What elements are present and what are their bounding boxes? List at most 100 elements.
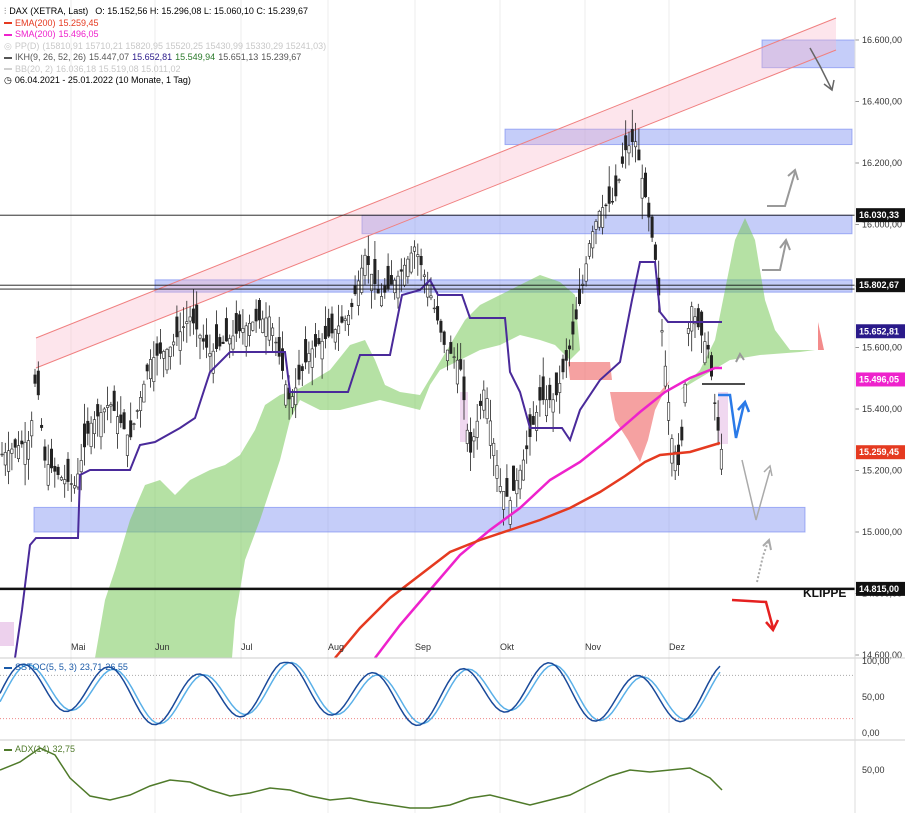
- candle-down: [439, 320, 443, 333]
- candle-down: [323, 325, 327, 340]
- candle-down: [313, 334, 317, 347]
- candle-down: [175, 316, 179, 338]
- adx-legend-row: ADX(14) 32,75: [4, 744, 75, 756]
- price-tags: 16.030,33 15.802,67 15.652,81 15.496,05 15.2…: [856, 208, 905, 596]
- candle-up: [703, 341, 707, 364]
- cloud-bull-future: [680, 218, 815, 390]
- candle-down: [469, 432, 473, 453]
- candle-down: [158, 342, 162, 354]
- candle-up: [248, 322, 252, 336]
- candle-down: [700, 311, 704, 336]
- pp-label: PP(D): [14, 40, 40, 51]
- candle-up: [185, 321, 189, 325]
- klippe-label: KLIPPE: [803, 586, 846, 600]
- candle-down: [195, 304, 199, 330]
- candle-down: [56, 466, 60, 476]
- candle-down: [436, 306, 440, 321]
- legend-pp[interactable]: ◎ PP(D) (15810,91 15710,21 15820,95 1552…: [4, 41, 326, 53]
- legend: ⫶ DAX (XETRA, Last) O: 15.152,56 H: 15.2…: [4, 6, 326, 87]
- candle-up: [544, 399, 548, 417]
- candle-down: [36, 370, 40, 396]
- candle-up: [320, 340, 324, 360]
- candle-up: [663, 365, 667, 387]
- candle-down: [112, 390, 116, 411]
- candle-up: [274, 341, 278, 344]
- candle-down: [511, 465, 515, 491]
- candle-down: [300, 366, 304, 372]
- candle-up: [416, 254, 420, 257]
- candle-up: [492, 442, 496, 456]
- candle-down: [304, 339, 308, 363]
- date-range: 06.04.2021 - 25.01.2022 (10 Monate, 1 Ta…: [14, 75, 191, 86]
- x-tick-label: Sep: [415, 642, 431, 652]
- candle-up: [208, 353, 212, 357]
- candle-up: [99, 412, 103, 438]
- arrow-dotted: [756, 541, 769, 583]
- legend-bb[interactable]: BB(20, 2) 16.036,18 15.519,08 15.011,02: [4, 64, 326, 76]
- clock-icon: ◷: [4, 75, 12, 86]
- adx-value: 32,75: [52, 744, 76, 755]
- candle-up: [106, 405, 110, 408]
- candles: [0, 109, 723, 531]
- cloud-bear-tip: [818, 322, 824, 350]
- cloud-bear-small: [568, 362, 612, 380]
- ema-swatch: [4, 22, 12, 25]
- candle-down: [610, 201, 614, 203]
- x-tick-label: Aug: [328, 642, 344, 652]
- pp-icon: ◎: [4, 40, 12, 51]
- candle-down: [643, 172, 647, 198]
- candle-down: [119, 414, 123, 424]
- candle-up: [290, 396, 294, 408]
- y-tick-label: 15.000,00: [862, 527, 902, 537]
- candle-down: [505, 478, 509, 497]
- candle-up: [7, 450, 11, 472]
- candle-down: [191, 308, 195, 324]
- candle-up: [660, 330, 664, 333]
- price-tag-label: 15.802,67: [859, 280, 899, 290]
- legend-ikh[interactable]: IKH(9, 26, 52, 26) 15.447,07 15.652,81 1…: [4, 52, 326, 64]
- adx-swatch: [4, 748, 12, 751]
- ikh-v2: 15.652,81: [132, 52, 173, 63]
- candle-up: [59, 477, 63, 481]
- candle-up: [172, 341, 176, 346]
- legend-ema[interactable]: EMA(200) 15.259,45: [4, 18, 326, 30]
- candle-down: [86, 420, 90, 434]
- arrow-red-head: [765, 619, 780, 633]
- candle-down: [564, 350, 568, 361]
- candle-up: [284, 384, 288, 406]
- candle-down: [577, 289, 581, 304]
- candle-up: [3, 452, 7, 466]
- candle-up: [488, 420, 492, 446]
- candle-up: [587, 243, 591, 257]
- candle-up: [422, 274, 426, 277]
- candle-up: [495, 465, 499, 479]
- candle-up: [346, 314, 350, 325]
- x-tick-label: Dez: [669, 642, 686, 652]
- channel-lower: [35, 49, 837, 369]
- candle-down: [650, 216, 654, 238]
- candle-up: [79, 460, 83, 473]
- candle-up: [162, 351, 166, 359]
- bb-fragment: [0, 622, 14, 646]
- stoch-slow-line: [0, 661, 721, 725]
- candle-up: [640, 177, 644, 199]
- candle-up: [267, 316, 271, 341]
- candle-down: [676, 444, 680, 466]
- candle-down: [376, 289, 380, 294]
- horizontal-levels: KLIPPE: [0, 214, 855, 600]
- candle-up: [673, 451, 677, 472]
- pp-values: (15810,91 15710,21 15820,95 15520,25 154…: [42, 40, 327, 51]
- stoch-legend: SSTOC(5, 5, 3) 23,71 26,55: [4, 662, 128, 674]
- candle-down: [541, 376, 545, 401]
- candle-up: [627, 145, 631, 154]
- legend-sma[interactable]: SMA(200) 15.496,05: [4, 29, 326, 41]
- arrow-up-down: [809, 47, 833, 91]
- candle-up: [452, 356, 456, 358]
- candle-up: [591, 231, 595, 249]
- candle-up: [139, 397, 143, 411]
- candle-up: [152, 357, 156, 382]
- candle-up: [475, 420, 479, 438]
- candle-up: [271, 327, 275, 336]
- candle-up: [30, 420, 34, 437]
- candle-up: [294, 387, 298, 406]
